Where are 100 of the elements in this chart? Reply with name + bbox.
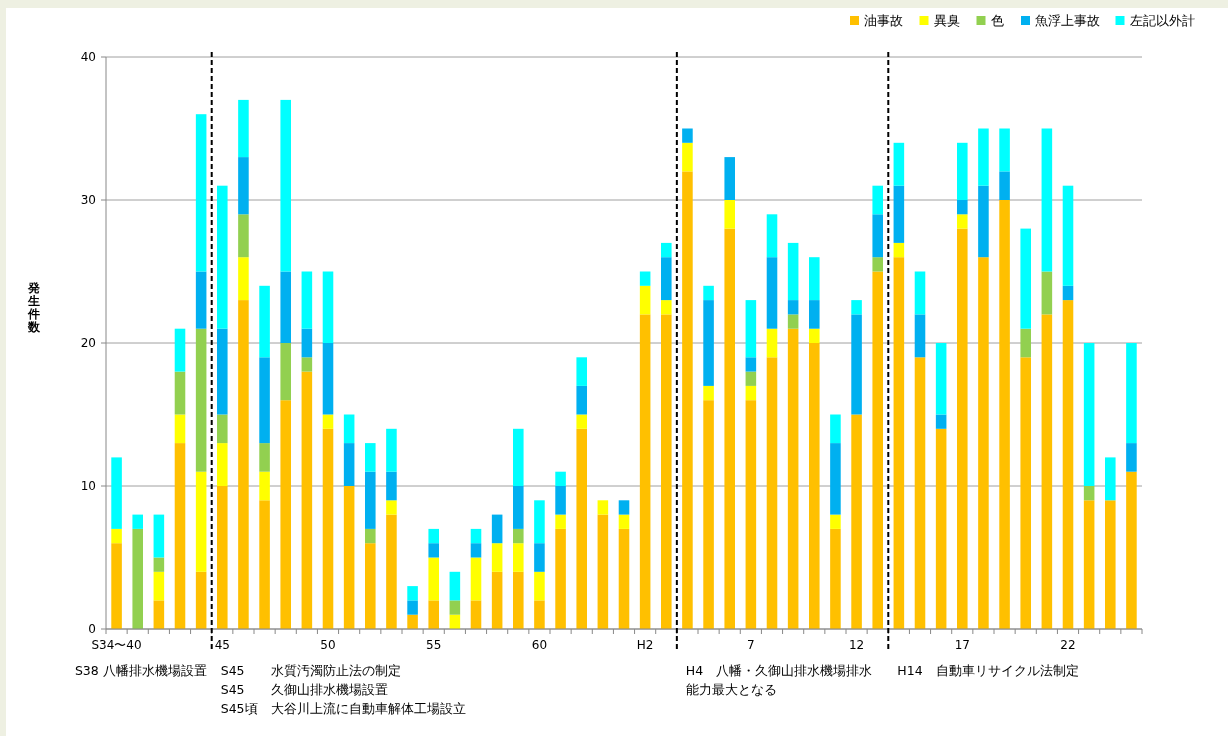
- bar: [978, 128, 989, 186]
- bar: [365, 528, 376, 544]
- bar: [555, 471, 566, 486]
- bar: [1083, 500, 1095, 629]
- bar: [513, 571, 524, 629]
- legend-label: 異臭: [933, 13, 960, 28]
- bar: [809, 343, 820, 629]
- bar: [386, 500, 397, 515]
- bar: [724, 228, 735, 629]
- bar: [449, 600, 461, 615]
- x-tick-label: 55: [426, 638, 442, 652]
- bar: [703, 400, 714, 629]
- bar: [1041, 128, 1053, 272]
- bar: [407, 600, 418, 615]
- bar: [872, 185, 883, 215]
- bar: [661, 242, 672, 258]
- x-tick-label: 50: [320, 638, 336, 652]
- bar: [661, 257, 672, 301]
- bar: [787, 300, 799, 315]
- bar: [513, 486, 524, 529]
- bar: [1020, 328, 1031, 358]
- bar: [1105, 457, 1116, 501]
- text: H4 八幡・久御山排水機場排水能力最大となる: [685, 663, 873, 697]
- y-tick-label: 0: [88, 622, 96, 637]
- bar: [1062, 300, 1074, 629]
- bar: [872, 271, 883, 629]
- bar: [830, 528, 841, 629]
- bar: [111, 457, 122, 529]
- bar: [1020, 357, 1031, 629]
- bar: [682, 171, 693, 629]
- x-tick-label: S34〜40: [91, 638, 142, 652]
- x-tick-label: 12: [848, 638, 865, 652]
- bar: [174, 414, 186, 444]
- bar: [639, 314, 651, 629]
- bar: [787, 314, 799, 329]
- x-tick-label: 45: [214, 638, 230, 652]
- bar: [555, 486, 566, 515]
- legend-label: 左記以外計: [1129, 13, 1195, 28]
- bar: [428, 543, 439, 558]
- bar: [259, 471, 270, 501]
- bar: [576, 385, 587, 415]
- bar: [195, 114, 207, 272]
- bar: [893, 257, 905, 629]
- bar: [639, 271, 651, 286]
- text: S45頃 大谷川上流に自動車解体工場設立: [220, 701, 466, 716]
- bar: [999, 171, 1010, 200]
- bar: [259, 443, 270, 472]
- bar: [576, 414, 587, 429]
- bar: [301, 357, 313, 372]
- bar: [470, 557, 482, 601]
- bar: [386, 514, 397, 629]
- bar: [1126, 443, 1137, 472]
- bar: [851, 414, 862, 629]
- x-tick-label: 60: [531, 638, 548, 652]
- bar: [280, 400, 291, 629]
- bar: [999, 128, 1010, 172]
- bar: [280, 99, 291, 272]
- bar: [618, 500, 630, 515]
- bar: [872, 214, 883, 258]
- bar: [322, 428, 334, 629]
- bar: [301, 328, 313, 358]
- bar: [343, 414, 355, 444]
- bar: [830, 414, 841, 444]
- bar: [217, 486, 228, 629]
- bar: [217, 328, 228, 415]
- bar: [174, 443, 186, 629]
- bar: [851, 300, 862, 315]
- bar: [428, 557, 439, 601]
- bar: [1020, 228, 1031, 329]
- bar: [343, 486, 355, 629]
- bar: [322, 414, 334, 429]
- bar: [597, 514, 609, 629]
- x-tick-label: 7: [747, 638, 755, 652]
- bar: [957, 142, 968, 200]
- bar: [534, 500, 545, 544]
- bar: [703, 300, 714, 386]
- bar: [935, 414, 947, 429]
- bar: [576, 428, 587, 629]
- y-tick-label: 40: [80, 50, 96, 65]
- bar: [830, 443, 841, 515]
- bar: [301, 271, 313, 329]
- text: H14 自動車リサイクル法制定: [897, 663, 1079, 678]
- text: S38 八幡排水機場設置: [74, 663, 207, 678]
- bar: [365, 543, 376, 629]
- bar: [1041, 271, 1053, 315]
- bar: [195, 328, 207, 472]
- bar: [745, 371, 757, 386]
- bar: [957, 214, 968, 229]
- bar: [893, 142, 905, 186]
- bar: [999, 200, 1010, 629]
- bar: [153, 514, 165, 558]
- bar: [111, 543, 122, 629]
- text: S45 水質汚濁防止法の制定: [220, 663, 401, 678]
- y-tick-label: 20: [80, 336, 96, 351]
- x-tick-label: H2: [636, 638, 654, 652]
- bar: [238, 99, 249, 158]
- bar: [449, 571, 461, 601]
- bar: [343, 443, 355, 486]
- bar: [217, 414, 228, 444]
- bar: [322, 343, 334, 415]
